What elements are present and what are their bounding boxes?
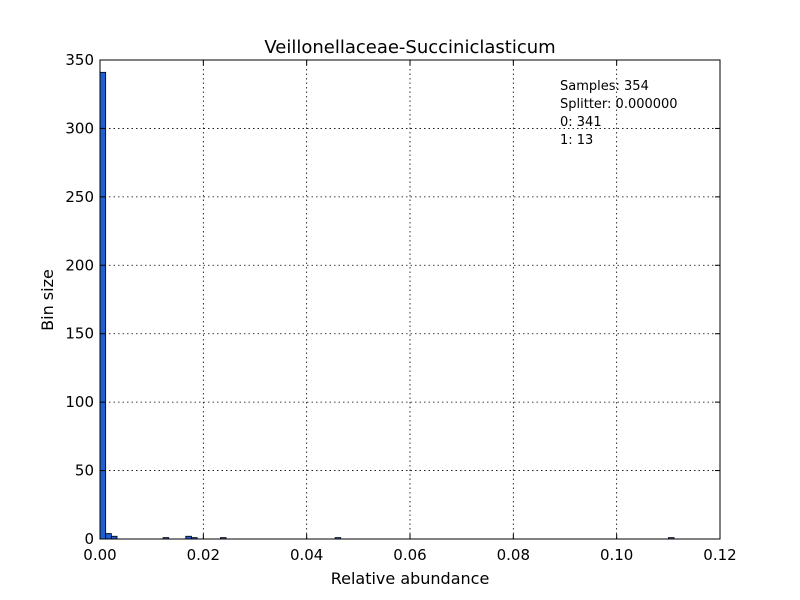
chart-title: Veillonellaceae-Succiniclasticum — [264, 37, 555, 58]
x-tick-labels: 0.00 0.02 0.04 0.06 0.08 0.10 0.12 — [83, 546, 736, 564]
x-tick-label: 0.00 — [83, 546, 116, 564]
gridlines — [100, 60, 720, 539]
axis-ticks — [99, 59, 721, 540]
x-tick-label: 0.06 — [393, 546, 426, 564]
y-tick-label: 300 — [65, 119, 94, 137]
annotation-count-0: 0: 341 — [560, 115, 602, 130]
y-tick-label: 150 — [65, 325, 94, 343]
y-tick-label: 250 — [65, 188, 94, 206]
y-axis-label: Bin size — [38, 269, 57, 331]
y-tick-label: 0 — [84, 530, 94, 548]
y-tick-label: 200 — [65, 256, 94, 274]
annotation-samples: Samples: 354 — [560, 79, 649, 94]
y-tick-labels: 0 50 100 150 200 250 300 350 — [65, 51, 94, 548]
annotation-count-1: 1: 13 — [560, 133, 593, 148]
y-tick-label: 50 — [75, 462, 94, 480]
y-tick-label: 100 — [65, 393, 94, 411]
annotation-splitter: Splitter: 0.000000 — [560, 97, 678, 112]
histogram-bar — [105, 533, 112, 540]
histogram-bar — [99, 71, 107, 540]
x-tick-label: 0.08 — [497, 546, 530, 564]
x-tick-label: 0.02 — [187, 546, 220, 564]
stats-annotation: Samples: 354 Splitter: 0.000000 0: 341 1… — [560, 79, 678, 148]
x-tick-label: 0.04 — [290, 546, 323, 564]
x-tick-label: 0.12 — [703, 546, 736, 564]
x-axis-label: Relative abundance — [331, 569, 490, 588]
y-tick-label: 350 — [65, 51, 94, 69]
x-tick-label: 0.10 — [600, 546, 633, 564]
